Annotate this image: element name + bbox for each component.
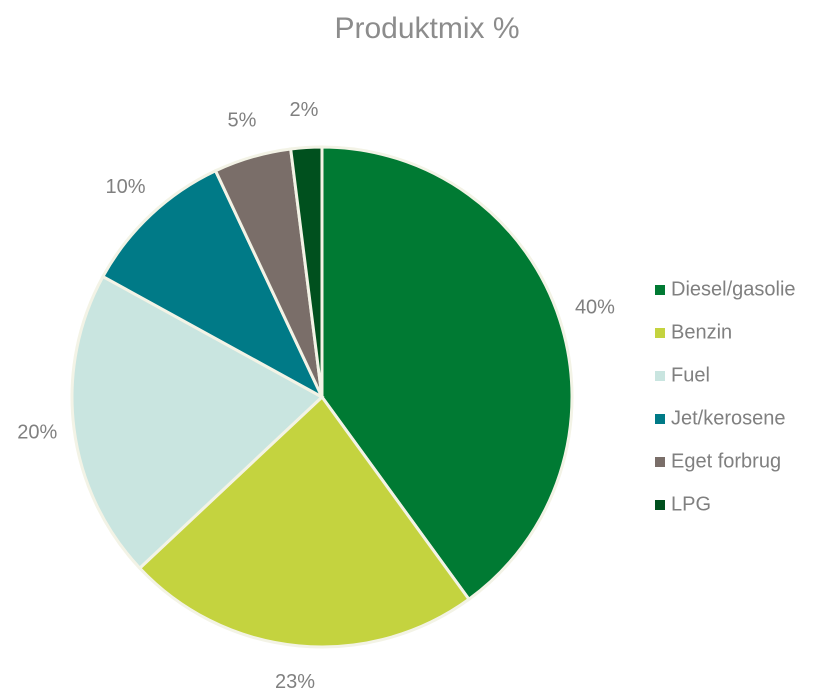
data-label: 10% — [106, 176, 146, 198]
data-label: 5% — [227, 110, 256, 132]
chart-title: Produktmix % — [334, 12, 519, 45]
data-label: 40% — [575, 297, 615, 319]
legend-swatch — [655, 457, 665, 467]
legend-swatch — [655, 285, 665, 295]
pie-slice — [100, 168, 326, 401]
data-label: 2% — [290, 99, 319, 121]
legend-label: Jet/kerosene — [671, 407, 786, 429]
legend-swatch — [655, 500, 665, 510]
pie-slice — [320, 145, 574, 602]
legend-swatch — [655, 414, 665, 424]
legend-label: Diesel/gasolie — [671, 278, 796, 300]
legend-swatch — [655, 371, 665, 381]
data-label: 23% — [275, 671, 315, 688]
pie-slice — [70, 274, 325, 571]
legend-label: Fuel — [671, 364, 710, 386]
pie-slice — [288, 145, 324, 398]
legend-label: Benzin — [671, 321, 732, 343]
legend-swatch — [655, 328, 665, 338]
legend-label: LPG — [671, 493, 711, 515]
pie-slice — [137, 394, 472, 649]
data-label: 20% — [17, 421, 57, 443]
legend-label: Eget forbrug — [671, 450, 781, 472]
